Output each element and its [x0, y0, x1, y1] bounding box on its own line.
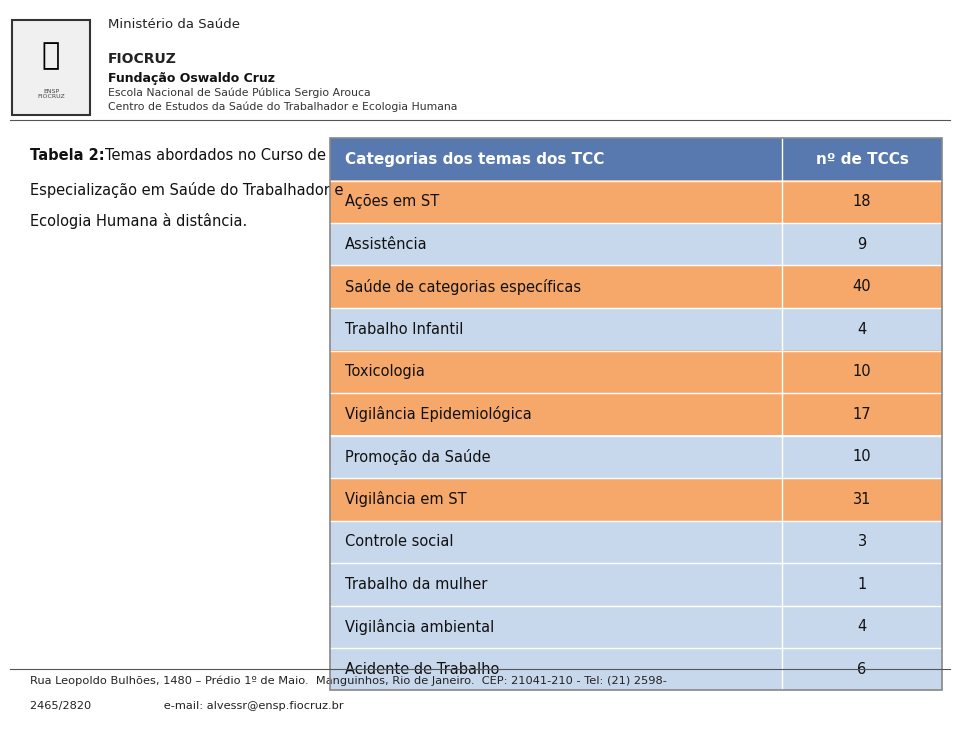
Text: Centro de Estudos da Saúde do Trabalhador e Ecologia Humana: Centro de Estudos da Saúde do Trabalhado…: [108, 102, 457, 112]
Text: Vigilância Epidemiológica: Vigilância Epidemiológica: [345, 406, 532, 422]
Text: 40: 40: [852, 279, 872, 295]
Text: 3: 3: [857, 534, 867, 549]
Text: 9: 9: [857, 237, 867, 252]
Text: 2465/2820                    e-mail: alvessr@ensp.fiocruz.br: 2465/2820 e-mail: alvessr@ensp.fiocruz.b…: [30, 701, 344, 711]
Bar: [330, 521, 942, 563]
Text: Vigilância ambiental: Vigilância ambiental: [345, 619, 494, 635]
Text: Tabela 2:: Tabela 2:: [30, 148, 105, 163]
Text: Especialização em Saúde do Trabalhador e: Especialização em Saúde do Trabalhador e: [30, 182, 344, 198]
Bar: [330, 393, 942, 435]
Text: 17: 17: [852, 407, 872, 422]
Bar: [330, 478, 942, 521]
Bar: [330, 435, 942, 478]
Text: 10: 10: [852, 364, 872, 379]
Text: 🏛: 🏛: [42, 42, 60, 71]
Bar: [330, 563, 942, 606]
Text: FIOCRUZ: FIOCRUZ: [108, 52, 177, 66]
Text: Assistência: Assistência: [345, 237, 427, 252]
Bar: [330, 181, 942, 223]
Text: 31: 31: [852, 492, 871, 507]
Text: nº de TCCs: nº de TCCs: [816, 152, 908, 167]
Text: Ecologia Humana à distância.: Ecologia Humana à distância.: [30, 213, 248, 229]
Text: Fundação Oswaldo Cruz: Fundação Oswaldo Cruz: [108, 72, 275, 85]
Text: 4: 4: [857, 321, 867, 337]
Text: Rua Leopoldo Bulhões, 1480 – Prédio 1º de Maio.  Manguinhos, Rio de Janeiro.  CE: Rua Leopoldo Bulhões, 1480 – Prédio 1º d…: [30, 676, 667, 687]
Text: ENSP
FIOCRUZ: ENSP FIOCRUZ: [37, 89, 65, 99]
Bar: [330, 308, 942, 351]
Text: 10: 10: [852, 449, 872, 464]
Text: Categorias dos temas dos TCC: Categorias dos temas dos TCC: [345, 152, 605, 167]
Bar: [330, 648, 942, 690]
Text: Escola Nacional de Saúde Pública Sergio Arouca: Escola Nacional de Saúde Pública Sergio …: [108, 88, 371, 98]
Text: Temas abordados no Curso de: Temas abordados no Curso de: [105, 148, 326, 163]
Text: Ministério da Saúde: Ministério da Saúde: [108, 18, 240, 31]
Text: Saúde de categorias específicas: Saúde de categorias específicas: [345, 278, 581, 295]
Text: Controle social: Controle social: [345, 534, 453, 549]
Text: 18: 18: [852, 194, 872, 209]
Bar: [330, 265, 942, 308]
Bar: [330, 351, 942, 393]
Text: Acidente de Trabalho: Acidente de Trabalho: [345, 662, 499, 677]
Text: Promoção da Saúde: Promoção da Saúde: [345, 449, 491, 465]
Bar: [330, 138, 942, 181]
Bar: [330, 138, 942, 690]
Text: Trabalho da mulher: Trabalho da mulher: [345, 577, 488, 592]
Bar: [12, 20, 90, 115]
Text: Ações em ST: Ações em ST: [345, 194, 440, 209]
Bar: [330, 606, 942, 648]
Text: Trabalho Infantil: Trabalho Infantil: [345, 321, 464, 337]
Text: Vigilância em ST: Vigilância em ST: [345, 491, 467, 507]
Text: Toxicologia: Toxicologia: [345, 364, 425, 379]
Text: 6: 6: [857, 662, 867, 677]
Text: 1: 1: [857, 577, 867, 592]
Text: 4: 4: [857, 619, 867, 634]
Bar: [330, 223, 942, 265]
